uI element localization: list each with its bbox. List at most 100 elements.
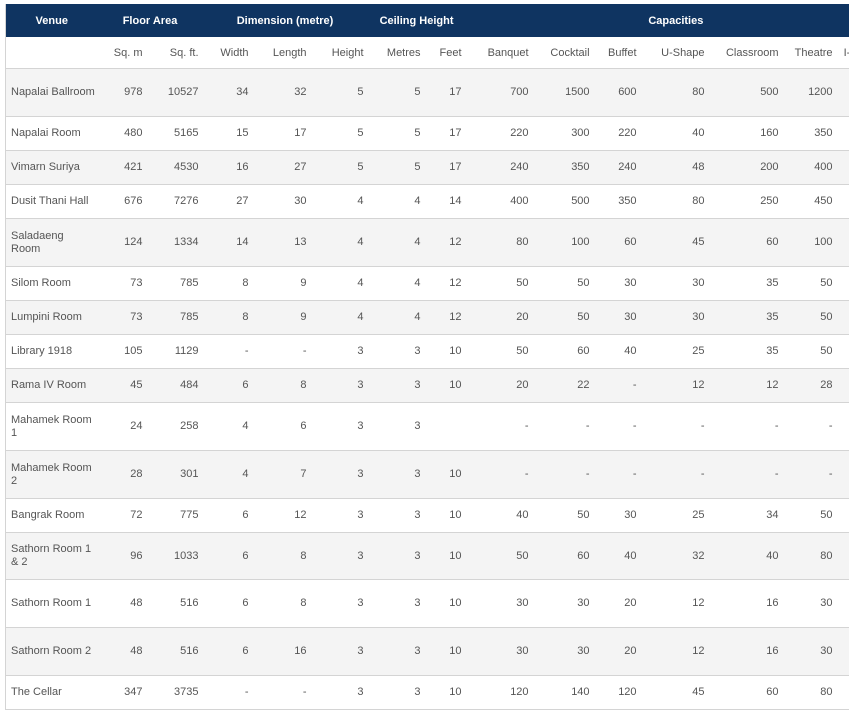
theatre-cell: 350 [782, 116, 837, 151]
buffet-cell: 40 [593, 532, 641, 580]
classroom-cell: 16 [708, 627, 783, 676]
sq-ft-cell: 516 [146, 627, 203, 676]
banquet-cell: - [465, 450, 533, 499]
u-shape-cell: 45 [640, 218, 709, 267]
metres-cell: 3 [367, 627, 425, 676]
length-cell: 13 [252, 218, 311, 267]
feet-cell: 17 [424, 150, 466, 185]
sq-m-cell: 676 [97, 184, 147, 219]
width-cell: 34 [202, 68, 253, 117]
venue-capacity-table-container: Venue Floor Area Dimension (metre) Ceili… [5, 4, 849, 710]
theatre-cell: 30 [782, 627, 837, 676]
sq-m-cell: 124 [97, 218, 147, 267]
subheader-feet: Feet [424, 37, 466, 69]
buffet-cell: 30 [593, 300, 641, 335]
cocktail-cell: 30 [532, 627, 594, 676]
banquet-cell: 120 [465, 675, 533, 710]
i-shape-cell: 10 [836, 450, 849, 499]
banquet-cell: 700 [465, 68, 533, 117]
sq-m-cell: 480 [97, 116, 147, 151]
feet-cell: 10 [424, 627, 466, 676]
sq-ft-cell: 5165 [146, 116, 203, 151]
u-shape-cell: 12 [640, 627, 709, 676]
sq-ft-cell: 7276 [146, 184, 203, 219]
theatre-cell: 80 [782, 532, 837, 580]
classroom-cell: 16 [708, 579, 783, 628]
cocktail-cell: 60 [532, 532, 594, 580]
height-cell: 5 [310, 68, 368, 117]
sq-m-cell: 73 [97, 300, 147, 335]
theatre-cell: 50 [782, 498, 837, 533]
width-cell: 14 [202, 218, 253, 267]
buffet-cell: 240 [593, 150, 641, 185]
u-shape-cell: 80 [640, 68, 709, 117]
sq-m-cell: 45 [97, 368, 147, 403]
feet-cell: 12 [424, 300, 466, 335]
height-cell: 3 [310, 402, 368, 451]
height-cell: 4 [310, 300, 368, 335]
i-shape-cell: 22 [836, 498, 849, 533]
length-cell: 16 [252, 627, 311, 676]
width-cell: 6 [202, 579, 253, 628]
buffet-cell: 220 [593, 116, 641, 151]
banquet-cell: 400 [465, 184, 533, 219]
venue-name-cell: Sathorn Room 2 [5, 627, 98, 676]
sq-m-cell: 72 [97, 498, 147, 533]
classroom-cell: - [708, 402, 783, 451]
length-cell: 7 [252, 450, 311, 499]
sq-ft-cell: 516 [146, 579, 203, 628]
classroom-cell: 160 [708, 116, 783, 151]
theatre-cell: 400 [782, 150, 837, 185]
banquet-cell: - [465, 402, 533, 451]
sq-m-cell: 96 [97, 532, 147, 580]
cocktail-cell: 60 [532, 334, 594, 369]
table-body: Napalai Ballroom 978 10527 34 32 5 5 17 700 1500 6… [5, 68, 849, 710]
table-row: Saladaeng Room 124 1334 14 13 4 4 12 80 100 60 45 60… [5, 218, 849, 267]
buffet-cell: 600 [593, 68, 641, 117]
height-cell: 3 [310, 368, 368, 403]
length-cell: 30 [252, 184, 311, 219]
height-cell: 3 [310, 675, 368, 710]
header-group-row: Venue Floor Area Dimension (metre) Ceili… [5, 4, 849, 37]
header-subcolumn-row: Sq. m Sq. ft. Width Length Height Metres… [5, 37, 849, 69]
venue-name-cell: Saladaeng Room [5, 218, 98, 267]
buffet-cell: 20 [593, 627, 641, 676]
width-cell: 6 [202, 498, 253, 533]
i-shape-cell: - [836, 68, 849, 117]
u-shape-cell: 30 [640, 266, 709, 301]
venue-capacity-table: Venue Floor Area Dimension (metre) Ceili… [5, 4, 849, 710]
venue-name-cell: Mahamek Room 1 [5, 402, 98, 451]
sq-ft-cell: 3735 [146, 675, 203, 710]
header-dimension: Dimension (metre) [202, 4, 368, 37]
theatre-cell: 50 [782, 266, 837, 301]
subheader-u-shape: U-Shape [640, 37, 709, 69]
sq-m-cell: 347 [97, 675, 147, 710]
height-cell: 5 [310, 150, 368, 185]
sq-m-cell: 28 [97, 450, 147, 499]
sq-ft-cell: 785 [146, 300, 203, 335]
cocktail-cell: 50 [532, 266, 594, 301]
i-shape-cell: - [836, 184, 849, 219]
metres-cell: 4 [367, 218, 425, 267]
metres-cell: 3 [367, 334, 425, 369]
feet-cell: 10 [424, 450, 466, 499]
sq-ft-cell: 1334 [146, 218, 203, 267]
table-row: Sathorn Room 248516616331030302012163012 [5, 627, 849, 676]
metres-cell: 3 [367, 368, 425, 403]
sq-ft-cell: 775 [146, 498, 203, 533]
venue-name-cell: Bangrak Room [5, 498, 98, 533]
cocktail-cell: - [532, 402, 594, 451]
height-cell: 3 [310, 450, 368, 499]
width-cell: 6 [202, 532, 253, 580]
header-venue: Venue [5, 4, 98, 37]
table-row: Sathorn Room 1 & 2 96 1033 6 8 3 3 10 50 60 40 32 40… [5, 532, 849, 580]
subheader-theatre: Theatre [782, 37, 837, 69]
banquet-cell: 50 [465, 532, 533, 580]
theatre-cell: 28 [782, 368, 837, 403]
metres-cell: 3 [367, 450, 425, 499]
subheader-buffet: Buffet [593, 37, 641, 69]
subheader-banquet: Banquet [465, 37, 533, 69]
banquet-cell: 30 [465, 579, 533, 628]
cocktail-cell: 30 [532, 579, 594, 628]
